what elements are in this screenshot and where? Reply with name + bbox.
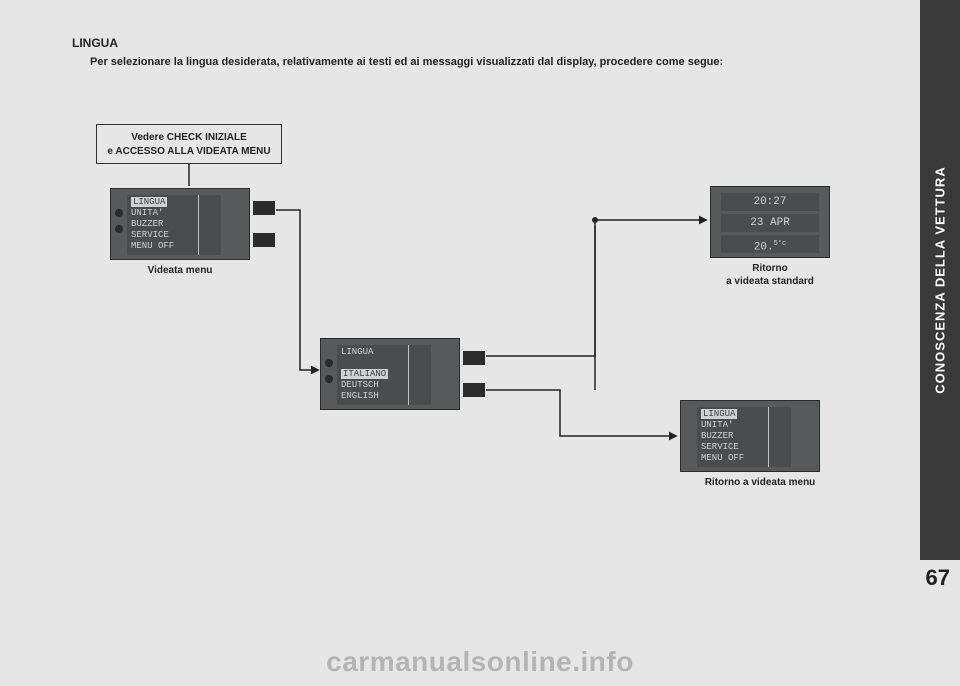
caption-line: a videata standard: [726, 276, 814, 287]
button-rect: [463, 383, 485, 397]
button-dot: [115, 209, 123, 217]
instruction-line: Vedere CHECK INIZIALE: [131, 132, 247, 143]
caption-menu: Videata menu: [140, 264, 220, 277]
chapter-tab-label: CONOSCENZA DELLA VETTURA: [933, 166, 948, 393]
display-panel: LINGUAUNITA'BUZZERSERVICEMENU OFF: [127, 195, 221, 255]
section-intro: Per selezionare la lingua desiderata, re…: [90, 56, 723, 68]
manual-page: CONOSCENZA DELLA VETTURA 67 carmanualson…: [0, 0, 960, 686]
instruction-line: e ACCESSO ALLA VIDEATA MENU: [107, 146, 270, 157]
button-rect: [463, 351, 485, 365]
panel-separator: [768, 407, 769, 467]
display-screen-return-menu: LINGUAUNITA'BUZZERSERVICEMENU OFF: [680, 400, 820, 472]
display-panel: LINGUAUNITA'BUZZERSERVICEMENU OFF: [697, 407, 791, 467]
display-temp: 20.5°c: [721, 235, 819, 253]
display-line: DEUTSCH: [341, 380, 379, 390]
flow-arrows: [0, 0, 960, 686]
display-date: 23 APR: [721, 214, 819, 232]
display-line: LINGUA: [701, 409, 737, 419]
display-line: SERVICE: [701, 442, 739, 452]
display-line: LINGUA: [131, 197, 167, 207]
display-line: BUZZER: [701, 431, 733, 441]
panel-separator: [198, 195, 199, 255]
display-screen-standard: 20:27 23 APR 20.5°c: [710, 186, 830, 258]
display-panel: LINGUA ITALIANODEUTSCHENGLISH: [337, 345, 431, 405]
temp-frac-unit: 5°c: [774, 240, 787, 248]
display-line: MENU OFF: [131, 241, 174, 251]
display-line: ENGLISH: [341, 391, 379, 401]
display-line: SERVICE: [131, 230, 169, 240]
chapter-tab: CONOSCENZA DELLA VETTURA: [920, 0, 960, 560]
button-rect: [253, 201, 275, 215]
display-line: ITALIANO: [341, 369, 388, 379]
display-line: UNITA': [131, 208, 163, 218]
display-time: 20:27: [721, 193, 819, 211]
temp-value: 20.: [754, 242, 774, 254]
page-number: 67: [926, 565, 950, 591]
caption-return-menu: Ritorno a videata menu: [690, 476, 830, 489]
button-dot: [325, 359, 333, 367]
section-heading: LINGUA: [72, 36, 118, 50]
button-dot: [325, 375, 333, 383]
caption-standard: Ritorno a videata standard: [700, 262, 840, 288]
display-screen-menu: LINGUAUNITA'BUZZERSERVICEMENU OFF: [110, 188, 250, 260]
instruction-box: Vedere CHECK INIZIALE e ACCESSO ALLA VID…: [96, 124, 282, 164]
display-line: BUZZER: [131, 219, 163, 229]
caption-line: Ritorno: [752, 263, 788, 274]
display-line: LINGUA: [341, 347, 373, 357]
panel-separator: [408, 345, 409, 405]
button-rect: [253, 233, 275, 247]
display-screen-language: LINGUA ITALIANODEUTSCHENGLISH: [320, 338, 460, 410]
watermark: carmanualsonline.info: [326, 646, 634, 678]
display-line: MENU OFF: [701, 453, 744, 463]
button-dot: [115, 225, 123, 233]
display-line: UNITA': [701, 420, 733, 430]
